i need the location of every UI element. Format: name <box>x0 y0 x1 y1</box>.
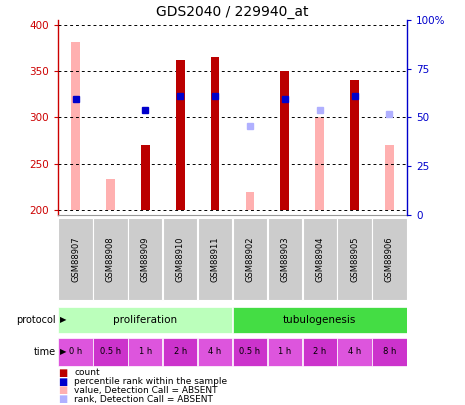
Bar <box>128 338 162 366</box>
Text: ■: ■ <box>58 377 67 386</box>
Bar <box>372 218 406 300</box>
Bar <box>176 60 185 210</box>
Text: ■: ■ <box>58 368 67 377</box>
Bar <box>163 338 197 366</box>
Bar <box>233 218 267 300</box>
Text: ▶: ▶ <box>60 347 67 356</box>
Text: time: time <box>33 347 56 357</box>
Text: GSM88902: GSM88902 <box>246 237 254 282</box>
Bar <box>350 81 359 210</box>
Bar <box>268 338 302 366</box>
Bar <box>385 145 394 210</box>
Bar <box>338 338 372 366</box>
Title: GDS2040 / 229940_at: GDS2040 / 229940_at <box>156 5 309 19</box>
Text: 2 h: 2 h <box>313 347 326 356</box>
Bar <box>59 307 232 333</box>
Text: 1 h: 1 h <box>278 347 292 356</box>
Text: count: count <box>74 368 100 377</box>
Text: 1 h: 1 h <box>139 347 152 356</box>
Text: GSM88905: GSM88905 <box>350 237 359 282</box>
Bar <box>211 57 219 210</box>
Bar <box>141 145 150 210</box>
Bar <box>246 192 254 210</box>
Bar <box>233 338 267 366</box>
Text: 4 h: 4 h <box>348 347 361 356</box>
Text: tubulogenesis: tubulogenesis <box>283 315 356 325</box>
Bar <box>372 338 406 366</box>
Text: GSM88907: GSM88907 <box>71 237 80 282</box>
Bar <box>233 307 406 333</box>
Bar <box>315 117 324 210</box>
Bar <box>128 218 162 300</box>
Bar <box>303 218 337 300</box>
Text: 0 h: 0 h <box>69 347 82 356</box>
Text: GSM88904: GSM88904 <box>315 237 324 282</box>
Bar <box>268 218 302 300</box>
Bar <box>338 218 372 300</box>
Text: ■: ■ <box>58 386 67 395</box>
Bar <box>59 338 93 366</box>
Bar <box>59 218 93 300</box>
Bar <box>93 218 127 300</box>
Text: GSM88910: GSM88910 <box>176 237 185 282</box>
Bar <box>198 338 232 366</box>
Bar <box>93 338 127 366</box>
Text: GSM88906: GSM88906 <box>385 237 394 282</box>
Text: percentile rank within the sample: percentile rank within the sample <box>74 377 227 386</box>
Bar <box>303 338 337 366</box>
Text: protocol: protocol <box>16 315 56 325</box>
Bar <box>198 218 232 300</box>
Text: 4 h: 4 h <box>208 347 222 356</box>
Text: 2 h: 2 h <box>173 347 187 356</box>
Text: ■: ■ <box>58 394 67 404</box>
Text: GSM88909: GSM88909 <box>141 237 150 282</box>
Bar <box>71 42 80 210</box>
Text: rank, Detection Call = ABSENT: rank, Detection Call = ABSENT <box>74 395 213 404</box>
Text: GSM88903: GSM88903 <box>280 237 289 282</box>
Bar <box>106 179 115 210</box>
Text: 8 h: 8 h <box>383 347 396 356</box>
Text: 0.5 h: 0.5 h <box>100 347 121 356</box>
Text: GSM88911: GSM88911 <box>211 237 219 282</box>
Text: ▶: ▶ <box>60 315 67 324</box>
Bar <box>280 71 289 210</box>
Text: GSM88908: GSM88908 <box>106 237 115 282</box>
Bar <box>163 218 197 300</box>
Text: 0.5 h: 0.5 h <box>239 347 260 356</box>
Text: proliferation: proliferation <box>113 315 177 325</box>
Text: value, Detection Call = ABSENT: value, Detection Call = ABSENT <box>74 386 218 395</box>
